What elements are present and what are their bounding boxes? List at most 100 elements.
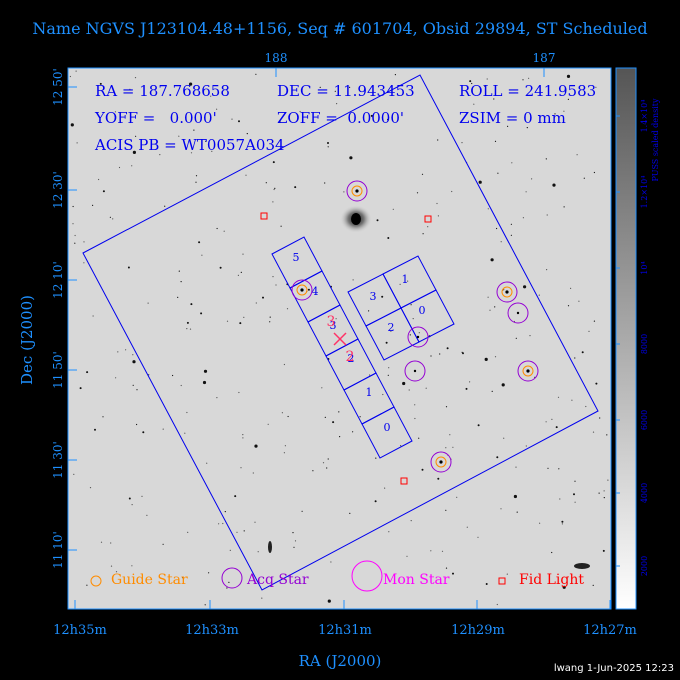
info-zsim: ZSIM = 0 mm bbox=[459, 109, 566, 127]
ccd-i0 bbox=[400, 289, 455, 343]
acis-s-array bbox=[271, 236, 413, 459]
background-star bbox=[190, 303, 193, 306]
background-star bbox=[607, 479, 609, 481]
background-star bbox=[118, 166, 121, 169]
background-star bbox=[131, 165, 133, 167]
x-top-tick-label: 188 bbox=[265, 51, 288, 65]
background-star bbox=[114, 111, 116, 113]
background-star bbox=[92, 204, 94, 206]
background-star bbox=[392, 208, 394, 210]
background-star bbox=[418, 332, 420, 334]
background-star bbox=[327, 599, 331, 603]
background-star bbox=[272, 201, 274, 203]
background-star bbox=[595, 86, 597, 88]
background-star bbox=[469, 381, 471, 383]
background-star bbox=[352, 431, 354, 433]
background-star bbox=[189, 328, 192, 330]
ccd-label-i1: 1 bbox=[402, 273, 409, 286]
background-star bbox=[127, 266, 130, 269]
background-star bbox=[206, 462, 208, 464]
fid-light bbox=[260, 212, 268, 220]
background-star bbox=[269, 316, 271, 318]
acq-star bbox=[517, 360, 539, 382]
background-star bbox=[606, 434, 608, 436]
info-roll: ROLL = 241.9583 bbox=[459, 82, 596, 100]
background-star bbox=[452, 572, 454, 575]
background-star bbox=[72, 205, 74, 208]
legend-fid-light-label: Fid Light bbox=[519, 572, 584, 588]
ccd-label-s2: 2 bbox=[348, 352, 355, 365]
field-stars bbox=[69, 70, 609, 606]
background-star bbox=[349, 512, 351, 515]
background-star bbox=[135, 135, 137, 137]
background-star bbox=[576, 154, 578, 156]
background-star bbox=[79, 387, 82, 390]
background-star bbox=[503, 437, 505, 439]
y-tick-label: 11 10' bbox=[51, 531, 65, 569]
background-star bbox=[539, 522, 541, 524]
y-axis-title: Dec (J2000) bbox=[18, 295, 36, 385]
background-star bbox=[430, 355, 432, 357]
background-star bbox=[410, 304, 412, 306]
background-star bbox=[246, 133, 248, 135]
background-star bbox=[437, 477, 440, 480]
background-star bbox=[283, 452, 285, 454]
background-star bbox=[557, 396, 560, 398]
background-star bbox=[412, 318, 414, 320]
background-star bbox=[312, 470, 314, 472]
background-star bbox=[603, 497, 605, 499]
background-star bbox=[224, 511, 226, 513]
background-star bbox=[245, 174, 247, 176]
background-star bbox=[436, 202, 438, 205]
background-star bbox=[525, 191, 527, 193]
background-star bbox=[180, 281, 182, 283]
background-star bbox=[164, 205, 166, 207]
background-star bbox=[74, 242, 76, 244]
background-star bbox=[456, 496, 458, 498]
background-star bbox=[567, 98, 570, 100]
background-star bbox=[338, 411, 340, 413]
background-star bbox=[195, 181, 197, 183]
background-star bbox=[243, 530, 245, 532]
image-frame bbox=[67, 67, 612, 610]
background-star bbox=[211, 150, 213, 152]
background-star bbox=[94, 428, 96, 431]
background-star bbox=[226, 320, 229, 322]
background-star bbox=[516, 511, 518, 513]
background-star bbox=[231, 118, 233, 120]
ccd-label-s1: 1 bbox=[366, 386, 373, 399]
background-star bbox=[545, 158, 547, 160]
info-yoff: YOFF = 0.000' bbox=[94, 109, 217, 127]
background-star bbox=[418, 437, 420, 439]
background-star bbox=[74, 234, 76, 237]
background-star bbox=[132, 354, 134, 356]
legend-acq-star-label: Acq Star bbox=[246, 572, 309, 588]
background-star bbox=[186, 328, 188, 330]
background-star bbox=[255, 73, 257, 75]
background-star bbox=[421, 468, 424, 471]
background-star bbox=[242, 253, 244, 255]
background-star bbox=[574, 357, 576, 359]
legend-mon-star-icon bbox=[351, 560, 383, 592]
background-star bbox=[216, 108, 218, 110]
background-star bbox=[409, 334, 411, 336]
background-star bbox=[92, 315, 94, 317]
acq-star bbox=[507, 302, 529, 324]
background-star bbox=[107, 142, 109, 144]
background-star bbox=[283, 363, 285, 366]
background-star bbox=[239, 322, 242, 325]
background-star bbox=[294, 540, 297, 542]
background-star bbox=[437, 139, 439, 141]
background-star bbox=[178, 270, 180, 272]
background-star bbox=[445, 509, 447, 511]
background-star bbox=[115, 571, 118, 573]
background-star bbox=[388, 367, 390, 369]
background-star bbox=[223, 230, 225, 232]
background-star bbox=[272, 161, 275, 164]
background-star bbox=[70, 123, 74, 127]
background-star bbox=[427, 226, 429, 228]
ccd-label-s4: 4 bbox=[312, 285, 319, 298]
background-star bbox=[236, 531, 238, 533]
background-star bbox=[254, 521, 256, 523]
background-star bbox=[387, 118, 389, 121]
